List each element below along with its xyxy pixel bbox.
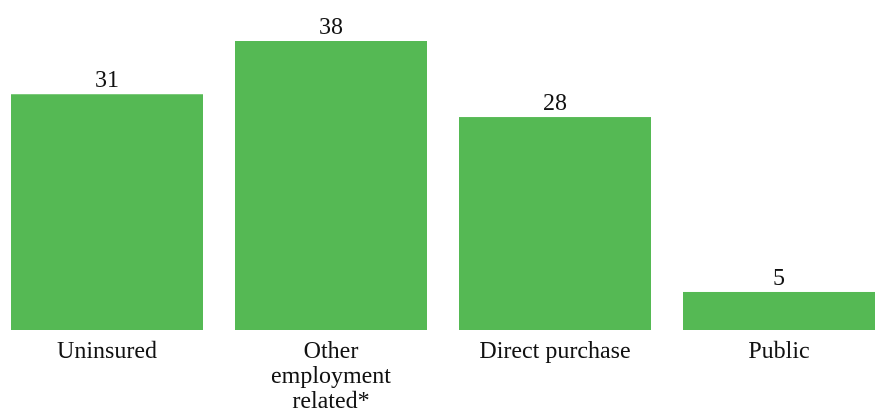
bar-1	[235, 41, 427, 330]
category-labels-group: Uninsured Other employment related* Direct p…	[57, 338, 810, 410]
category-label-1-line-2: related*	[292, 388, 369, 410]
category-label-0-line-0: Uninsured	[57, 338, 157, 364]
category-label-2: Direct purchase	[479, 338, 630, 364]
bar-2	[459, 117, 651, 330]
value-labels-group: 31 38 28 5	[95, 14, 785, 291]
data-label-1: 38	[319, 14, 343, 40]
category-label-1: Other employment related*	[271, 338, 391, 410]
category-label-1-line-1: employment	[271, 363, 391, 389]
category-label-2-line-0: Direct purchase	[479, 338, 630, 364]
data-label-0: 31	[95, 67, 119, 93]
data-label-2: 28	[543, 90, 567, 116]
bar-3	[683, 291, 875, 330]
bar-0	[11, 94, 203, 330]
category-label-3-line-0: Public	[748, 338, 809, 364]
category-label-1-line-0: Other	[304, 338, 359, 364]
bars-group	[11, 41, 875, 330]
category-label-3: Public	[748, 338, 809, 364]
category-label-0: Uninsured	[57, 338, 157, 364]
data-label-3: 5	[773, 265, 785, 291]
